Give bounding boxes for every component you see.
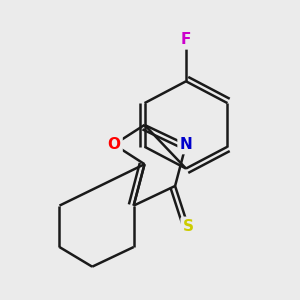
Text: O: O: [107, 137, 121, 152]
Text: S: S: [183, 219, 194, 234]
Text: F: F: [181, 32, 191, 47]
Text: N: N: [180, 137, 192, 152]
